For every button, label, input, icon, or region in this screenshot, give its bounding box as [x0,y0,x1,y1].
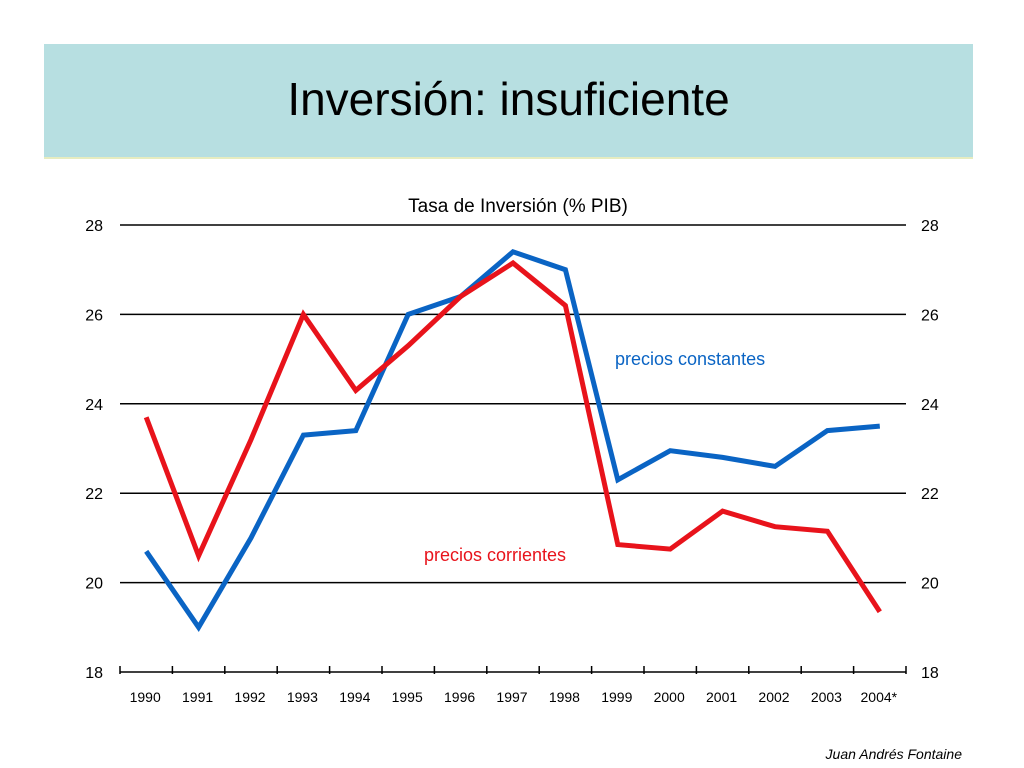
y-tick-left-label: 28 [85,218,103,235]
y-tick-left-label: 24 [85,397,103,414]
chart-title: Tasa de Inversión (% PIB) [408,196,628,217]
x-tick-label: 1991 [182,689,213,705]
y-tick-right-label: 20 [921,576,939,593]
series-line-precios-corrientes [143,259,882,614]
y-tick-left-label: 26 [85,307,103,324]
y-tick-right-label: 22 [921,486,939,503]
y-tick-left-label: 18 [85,665,103,682]
x-tick-label: 2001 [706,689,737,705]
series-label-precios-corrientes: precios corrientes [424,545,566,565]
y-tick-right-label: 26 [921,307,939,324]
x-tick-label: 1993 [287,689,318,705]
x-tick-label: 2003 [811,689,842,705]
x-tick-label: 1992 [234,689,265,705]
y-tick-left-label: 20 [85,576,103,593]
x-tick-label: 2002 [758,689,789,705]
x-tick-label: 1994 [339,689,370,705]
x-tick-label: 1998 [549,689,580,705]
series-label-precios-constantes: precios constantes [615,349,765,369]
x-tick-label: 2000 [654,689,685,705]
x-tick-label: 1999 [601,689,632,705]
x-tick-label: 1990 [130,689,161,705]
x-tick-label: 1997 [496,689,527,705]
series-line-precios-constantes [144,248,881,632]
y-tick-right-label: 28 [921,218,939,235]
slide-title: Inversión: insuficiente [287,72,730,125]
y-tick-left-label: 22 [85,486,103,503]
x-tick-label: 1996 [444,689,475,705]
y-tick-right-label: 18 [921,665,939,682]
x-tick-label: 1995 [392,689,423,705]
y-tick-right-label: 24 [921,397,939,414]
title-band: Inversión: insuficiente [44,44,973,159]
x-tick-label: 2004* [861,689,898,705]
author-credit: Juan Andrés Fontaine [825,746,962,762]
